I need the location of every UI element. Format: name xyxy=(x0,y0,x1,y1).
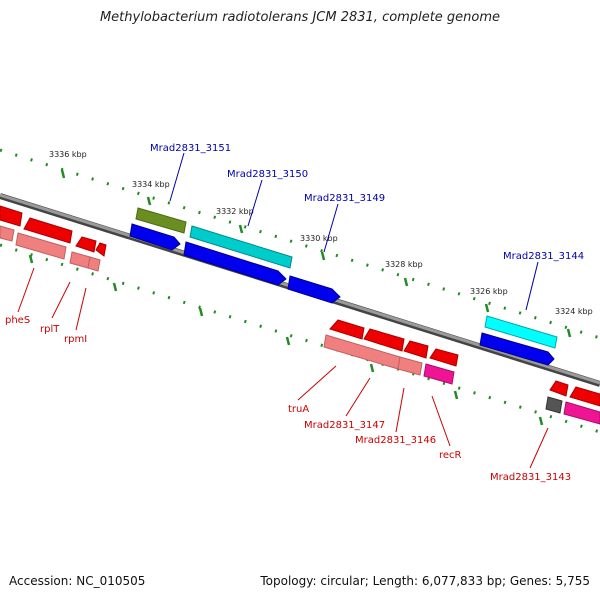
tick-mark xyxy=(403,277,409,287)
tick-mark xyxy=(538,416,544,426)
tick-mark xyxy=(238,224,244,234)
feature-3143-cds[interactable] xyxy=(569,386,600,407)
gene-label-recr[interactable]: recR xyxy=(439,450,462,461)
feature-3144-cyan[interactable] xyxy=(484,315,558,349)
map-title: Methylobacterium radiotolerans JCM 2831,… xyxy=(99,10,501,25)
tick-mark xyxy=(146,196,152,206)
leader-phes xyxy=(17,267,35,313)
tick-labels: 3336 kbp 3334 kbp 3332 kbp 3330 kbp 3328… xyxy=(49,150,593,316)
leader-rplt xyxy=(51,281,71,319)
feature-rpmi-cds[interactable] xyxy=(75,236,97,253)
tick-label: 3332 kbp xyxy=(216,207,254,216)
tick-mark xyxy=(484,303,490,313)
tick-mark xyxy=(198,307,204,317)
leader-recr xyxy=(431,395,451,447)
leader-3144 xyxy=(525,261,539,311)
feature-3146-rna[interactable] xyxy=(397,356,423,376)
feature-3150-cds[interactable] xyxy=(183,241,287,286)
gene-label-trua[interactable]: truA xyxy=(288,404,309,415)
leader-3143 xyxy=(529,427,549,469)
leader-3150 xyxy=(247,179,263,227)
tick-mark xyxy=(566,328,572,338)
feature-recr-magenta[interactable] xyxy=(423,363,455,385)
feature-3143-gray[interactable] xyxy=(545,396,563,414)
gene-label-mrad2831-3144[interactable]: Mrad2831_3144 xyxy=(503,251,584,262)
gene-label-mrad2831-3149[interactable]: Mrad2831_3149 xyxy=(304,193,385,204)
tick-label: 3328 kbp xyxy=(385,260,423,269)
gene-label-phes[interactable]: pheS xyxy=(5,315,30,326)
gene-label-mrad2831-3147[interactable]: Mrad2831_3147 xyxy=(304,420,385,431)
tick-mark xyxy=(369,363,375,373)
reverse-features xyxy=(0,205,600,425)
gene-labels-top: Mrad2831_3151 Mrad2831_3150 Mrad2831_314… xyxy=(150,143,584,262)
tick-mark xyxy=(285,336,291,346)
leader-3146 xyxy=(395,387,405,433)
gene-label-rplt[interactable]: rplT xyxy=(40,324,60,335)
tick-label: 3334 kbp xyxy=(132,180,170,189)
forward-features xyxy=(129,207,558,366)
feature-phes-rna[interactable] xyxy=(0,225,15,242)
tick-label: 3336 kbp xyxy=(49,150,87,159)
feature-recr-cds[interactable] xyxy=(429,348,459,367)
accession-text: Accession: NC_010505 xyxy=(9,574,146,588)
feature-rpmi-rna-2[interactable] xyxy=(87,256,101,272)
feature-3146-cds[interactable] xyxy=(403,340,429,359)
feature-trua-cds[interactable] xyxy=(329,319,365,340)
tick-label: 3326 kbp xyxy=(470,287,508,296)
gene-labels-bottom: pheS rplT rpmI truA Mrad2831_3147 Mrad28… xyxy=(5,315,571,483)
feature-3143-cds-small[interactable] xyxy=(549,380,569,397)
leader-3147 xyxy=(345,377,371,417)
gene-label-mrad2831-3151[interactable]: Mrad2831_3151 xyxy=(150,143,231,154)
feature-phes-cds[interactable] xyxy=(0,205,23,227)
feature-rpmi-cds-2[interactable] xyxy=(95,242,107,257)
feature-3147-cds[interactable] xyxy=(363,328,405,352)
feature-3151-olive[interactable] xyxy=(135,207,187,234)
tick-mark xyxy=(453,390,459,400)
leader-rpmi xyxy=(75,287,87,331)
tick-mark xyxy=(320,251,326,261)
feature-rpmi-rna[interactable] xyxy=(69,251,91,269)
feature-rplt-cds[interactable] xyxy=(23,217,73,244)
scale-lower xyxy=(0,243,600,434)
feature-3151-cds[interactable] xyxy=(129,223,181,251)
leader-trua xyxy=(297,365,337,401)
gene-label-mrad2831-3143[interactable]: Mrad2831_3143 xyxy=(490,472,571,483)
feature-3143-magenta[interactable] xyxy=(563,401,600,425)
feature-3150-cyan[interactable] xyxy=(189,225,293,269)
tick-mark xyxy=(112,282,118,292)
gene-label-mrad2831-3150[interactable]: Mrad2831_3150 xyxy=(227,169,308,180)
tick-mark xyxy=(60,169,66,179)
tick-mark xyxy=(28,254,34,264)
tick-label: 3330 kbp xyxy=(300,234,338,243)
genome-summary-text: Topology: circular; Length: 6,077,833 bp… xyxy=(260,574,590,588)
scale-upper xyxy=(0,148,600,340)
gene-label-mrad2831-3146[interactable]: Mrad2831_3146 xyxy=(355,435,436,446)
feature-3149-cds[interactable] xyxy=(287,275,341,304)
feature-rplt-rna[interactable] xyxy=(15,232,67,260)
feature-3144-cds[interactable] xyxy=(479,332,555,366)
gene-label-rpmi[interactable]: rpmI xyxy=(64,334,87,345)
leader-3151 xyxy=(169,152,185,202)
leader-lines xyxy=(17,152,549,469)
leader-3149 xyxy=(323,203,339,253)
tick-label: 3324 kbp xyxy=(555,307,593,316)
